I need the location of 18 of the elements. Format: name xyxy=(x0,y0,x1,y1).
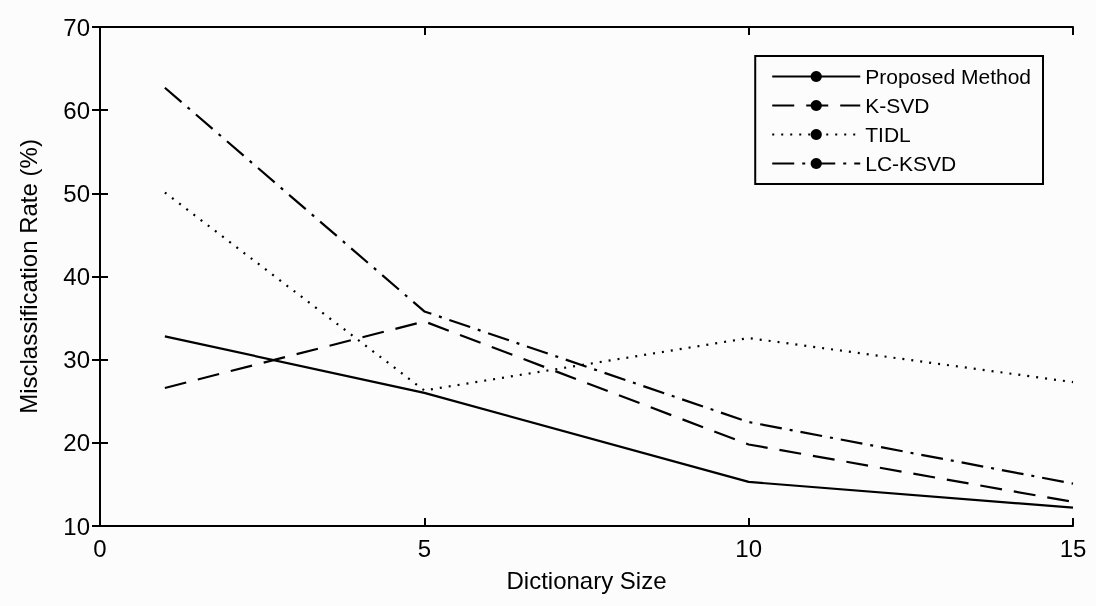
x-tick-label: 5 xyxy=(417,534,432,562)
line-series xyxy=(163,86,1075,485)
x-axis-title: Dictionary Size xyxy=(506,566,667,594)
y-axis-title: Misclassification Rate (%) xyxy=(14,139,42,414)
y-tick-label: 40 xyxy=(63,263,90,290)
y-tick-label: 50 xyxy=(63,179,90,207)
y-tick-label: 10 xyxy=(63,512,90,540)
y-tick-label: 70 xyxy=(63,13,90,41)
legend-label: K-SVD xyxy=(865,94,930,117)
x-tick-label: 0 xyxy=(93,534,107,562)
legend-label: Proposed Method xyxy=(865,65,1032,88)
x-tick-label: 10 xyxy=(735,534,763,562)
y-tick-label: 30 xyxy=(63,346,90,374)
y-tick-label: 60 xyxy=(63,96,90,124)
x-tick-label: 15 xyxy=(1059,534,1087,562)
legend-label: TIDL xyxy=(865,123,911,146)
legend-label: LC-KSVD xyxy=(865,152,957,175)
y-tick-label: 20 xyxy=(63,429,90,457)
